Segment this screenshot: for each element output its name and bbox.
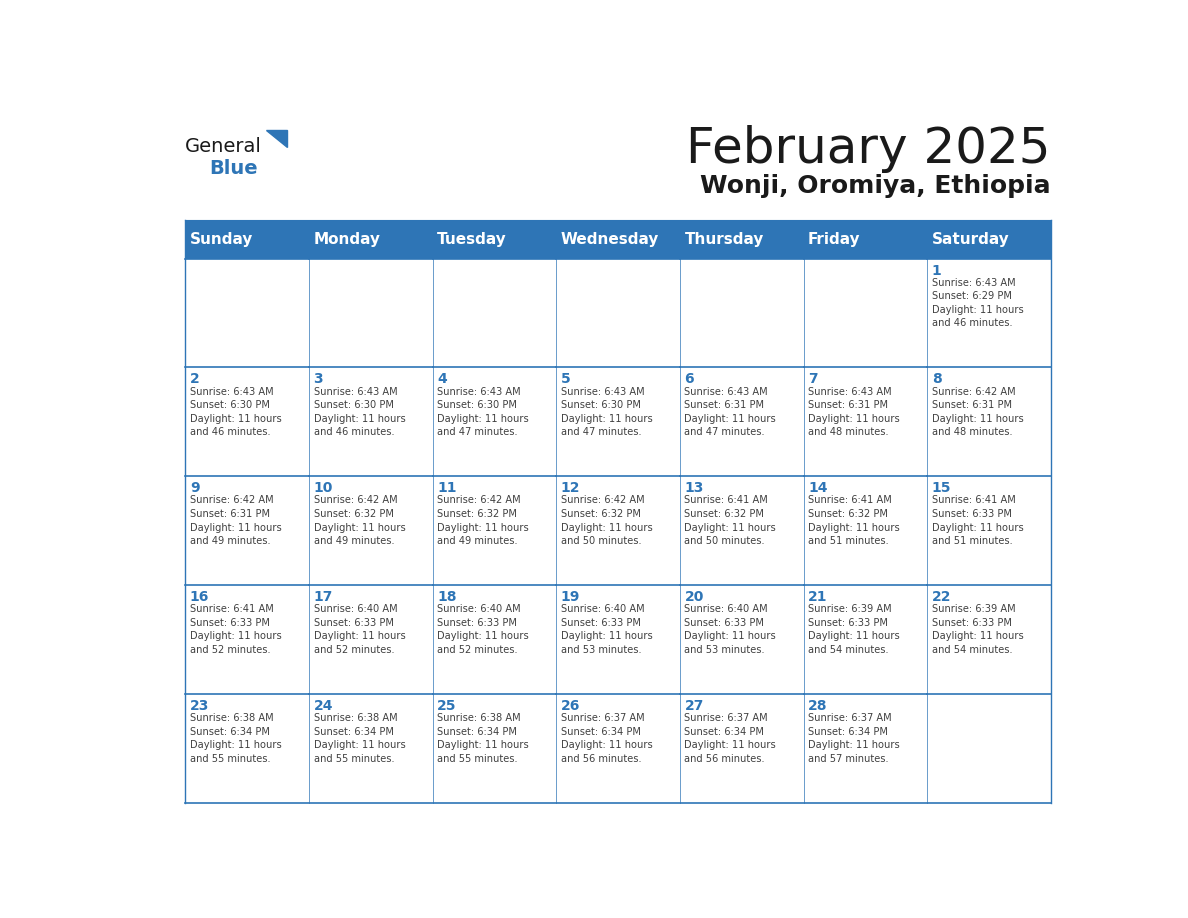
Text: Sunrise: 6:42 AM
Sunset: 6:32 PM
Daylight: 11 hours
and 49 minutes.: Sunrise: 6:42 AM Sunset: 6:32 PM Dayligh… — [314, 496, 405, 546]
Text: Sunrise: 6:43 AM
Sunset: 6:31 PM
Daylight: 11 hours
and 48 minutes.: Sunrise: 6:43 AM Sunset: 6:31 PM Dayligh… — [808, 386, 899, 437]
Text: 11: 11 — [437, 481, 456, 496]
Text: 14: 14 — [808, 481, 828, 496]
Text: Sunrise: 6:40 AM
Sunset: 6:33 PM
Daylight: 11 hours
and 52 minutes.: Sunrise: 6:40 AM Sunset: 6:33 PM Dayligh… — [437, 604, 529, 655]
Text: 16: 16 — [190, 590, 209, 604]
Text: Sunrise: 6:40 AM
Sunset: 6:33 PM
Daylight: 11 hours
and 53 minutes.: Sunrise: 6:40 AM Sunset: 6:33 PM Dayligh… — [684, 604, 776, 655]
Text: Tuesday: Tuesday — [437, 231, 507, 247]
Bar — [185, 219, 1051, 259]
Text: 8: 8 — [931, 373, 942, 386]
Text: Sunrise: 6:41 AM
Sunset: 6:32 PM
Daylight: 11 hours
and 50 minutes.: Sunrise: 6:41 AM Sunset: 6:32 PM Dayligh… — [684, 496, 776, 546]
Text: Sunrise: 6:43 AM
Sunset: 6:30 PM
Daylight: 11 hours
and 47 minutes.: Sunrise: 6:43 AM Sunset: 6:30 PM Dayligh… — [437, 386, 529, 437]
Text: Sunrise: 6:43 AM
Sunset: 6:30 PM
Daylight: 11 hours
and 46 minutes.: Sunrise: 6:43 AM Sunset: 6:30 PM Dayligh… — [190, 386, 282, 437]
Text: Sunrise: 6:37 AM
Sunset: 6:34 PM
Daylight: 11 hours
and 56 minutes.: Sunrise: 6:37 AM Sunset: 6:34 PM Dayligh… — [561, 713, 652, 764]
Text: Sunrise: 6:43 AM
Sunset: 6:30 PM
Daylight: 11 hours
and 47 minutes.: Sunrise: 6:43 AM Sunset: 6:30 PM Dayligh… — [561, 386, 652, 437]
Text: 5: 5 — [561, 373, 570, 386]
Text: 12: 12 — [561, 481, 581, 496]
Text: Sunrise: 6:38 AM
Sunset: 6:34 PM
Daylight: 11 hours
and 55 minutes.: Sunrise: 6:38 AM Sunset: 6:34 PM Dayligh… — [314, 713, 405, 764]
Text: General: General — [185, 138, 263, 156]
Text: 20: 20 — [684, 590, 703, 604]
Text: Sunrise: 6:40 AM
Sunset: 6:33 PM
Daylight: 11 hours
and 52 minutes.: Sunrise: 6:40 AM Sunset: 6:33 PM Dayligh… — [314, 604, 405, 655]
Text: Sunrise: 6:42 AM
Sunset: 6:32 PM
Daylight: 11 hours
and 50 minutes.: Sunrise: 6:42 AM Sunset: 6:32 PM Dayligh… — [561, 496, 652, 546]
Text: 3: 3 — [314, 373, 323, 386]
Text: 28: 28 — [808, 699, 828, 713]
Text: Wednesday: Wednesday — [561, 231, 659, 247]
Text: Saturday: Saturday — [931, 231, 1010, 247]
Text: Sunrise: 6:37 AM
Sunset: 6:34 PM
Daylight: 11 hours
and 57 minutes.: Sunrise: 6:37 AM Sunset: 6:34 PM Dayligh… — [808, 713, 899, 764]
Text: Sunrise: 6:40 AM
Sunset: 6:33 PM
Daylight: 11 hours
and 53 minutes.: Sunrise: 6:40 AM Sunset: 6:33 PM Dayligh… — [561, 604, 652, 655]
Text: Sunrise: 6:43 AM
Sunset: 6:31 PM
Daylight: 11 hours
and 47 minutes.: Sunrise: 6:43 AM Sunset: 6:31 PM Dayligh… — [684, 386, 776, 437]
Text: Monday: Monday — [314, 231, 380, 247]
Text: Sunrise: 6:37 AM
Sunset: 6:34 PM
Daylight: 11 hours
and 56 minutes.: Sunrise: 6:37 AM Sunset: 6:34 PM Dayligh… — [684, 713, 776, 764]
Text: 25: 25 — [437, 699, 456, 713]
Text: Thursday: Thursday — [684, 231, 764, 247]
Text: Sunrise: 6:38 AM
Sunset: 6:34 PM
Daylight: 11 hours
and 55 minutes.: Sunrise: 6:38 AM Sunset: 6:34 PM Dayligh… — [437, 713, 529, 764]
Text: February 2025: February 2025 — [687, 125, 1051, 173]
Text: Sunrise: 6:41 AM
Sunset: 6:33 PM
Daylight: 11 hours
and 51 minutes.: Sunrise: 6:41 AM Sunset: 6:33 PM Dayligh… — [931, 496, 1024, 546]
Text: Sunrise: 6:43 AM
Sunset: 6:29 PM
Daylight: 11 hours
and 46 minutes.: Sunrise: 6:43 AM Sunset: 6:29 PM Dayligh… — [931, 277, 1024, 329]
Text: Sunrise: 6:42 AM
Sunset: 6:31 PM
Daylight: 11 hours
and 48 minutes.: Sunrise: 6:42 AM Sunset: 6:31 PM Dayligh… — [931, 386, 1024, 437]
Text: Sunrise: 6:39 AM
Sunset: 6:33 PM
Daylight: 11 hours
and 54 minutes.: Sunrise: 6:39 AM Sunset: 6:33 PM Dayligh… — [808, 604, 899, 655]
Text: Sunrise: 6:41 AM
Sunset: 6:33 PM
Daylight: 11 hours
and 52 minutes.: Sunrise: 6:41 AM Sunset: 6:33 PM Dayligh… — [190, 604, 282, 655]
Text: 26: 26 — [561, 699, 580, 713]
Polygon shape — [266, 130, 286, 147]
Text: 2: 2 — [190, 373, 200, 386]
Text: 24: 24 — [314, 699, 333, 713]
Text: Wonji, Oromiya, Ethiopia: Wonji, Oromiya, Ethiopia — [700, 174, 1051, 197]
Text: Sunrise: 6:39 AM
Sunset: 6:33 PM
Daylight: 11 hours
and 54 minutes.: Sunrise: 6:39 AM Sunset: 6:33 PM Dayligh… — [931, 604, 1024, 655]
Text: 17: 17 — [314, 590, 333, 604]
Text: 22: 22 — [931, 590, 952, 604]
Text: 7: 7 — [808, 373, 817, 386]
Text: 13: 13 — [684, 481, 703, 496]
Text: 4: 4 — [437, 373, 447, 386]
Text: 18: 18 — [437, 590, 456, 604]
Text: 15: 15 — [931, 481, 952, 496]
Text: Friday: Friday — [808, 231, 861, 247]
Text: 9: 9 — [190, 481, 200, 496]
Text: 19: 19 — [561, 590, 580, 604]
Text: Sunrise: 6:43 AM
Sunset: 6:30 PM
Daylight: 11 hours
and 46 minutes.: Sunrise: 6:43 AM Sunset: 6:30 PM Dayligh… — [314, 386, 405, 437]
Text: 6: 6 — [684, 373, 694, 386]
Text: Blue: Blue — [209, 159, 258, 177]
Text: 1: 1 — [931, 263, 942, 277]
Text: Sunrise: 6:38 AM
Sunset: 6:34 PM
Daylight: 11 hours
and 55 minutes.: Sunrise: 6:38 AM Sunset: 6:34 PM Dayligh… — [190, 713, 282, 764]
Text: Sunrise: 6:42 AM
Sunset: 6:31 PM
Daylight: 11 hours
and 49 minutes.: Sunrise: 6:42 AM Sunset: 6:31 PM Dayligh… — [190, 496, 282, 546]
Text: Sunrise: 6:42 AM
Sunset: 6:32 PM
Daylight: 11 hours
and 49 minutes.: Sunrise: 6:42 AM Sunset: 6:32 PM Dayligh… — [437, 496, 529, 546]
Text: 27: 27 — [684, 699, 703, 713]
Text: Sunday: Sunday — [190, 231, 253, 247]
Text: Sunrise: 6:41 AM
Sunset: 6:32 PM
Daylight: 11 hours
and 51 minutes.: Sunrise: 6:41 AM Sunset: 6:32 PM Dayligh… — [808, 496, 899, 546]
Text: 21: 21 — [808, 590, 828, 604]
Text: 23: 23 — [190, 699, 209, 713]
Text: 10: 10 — [314, 481, 333, 496]
